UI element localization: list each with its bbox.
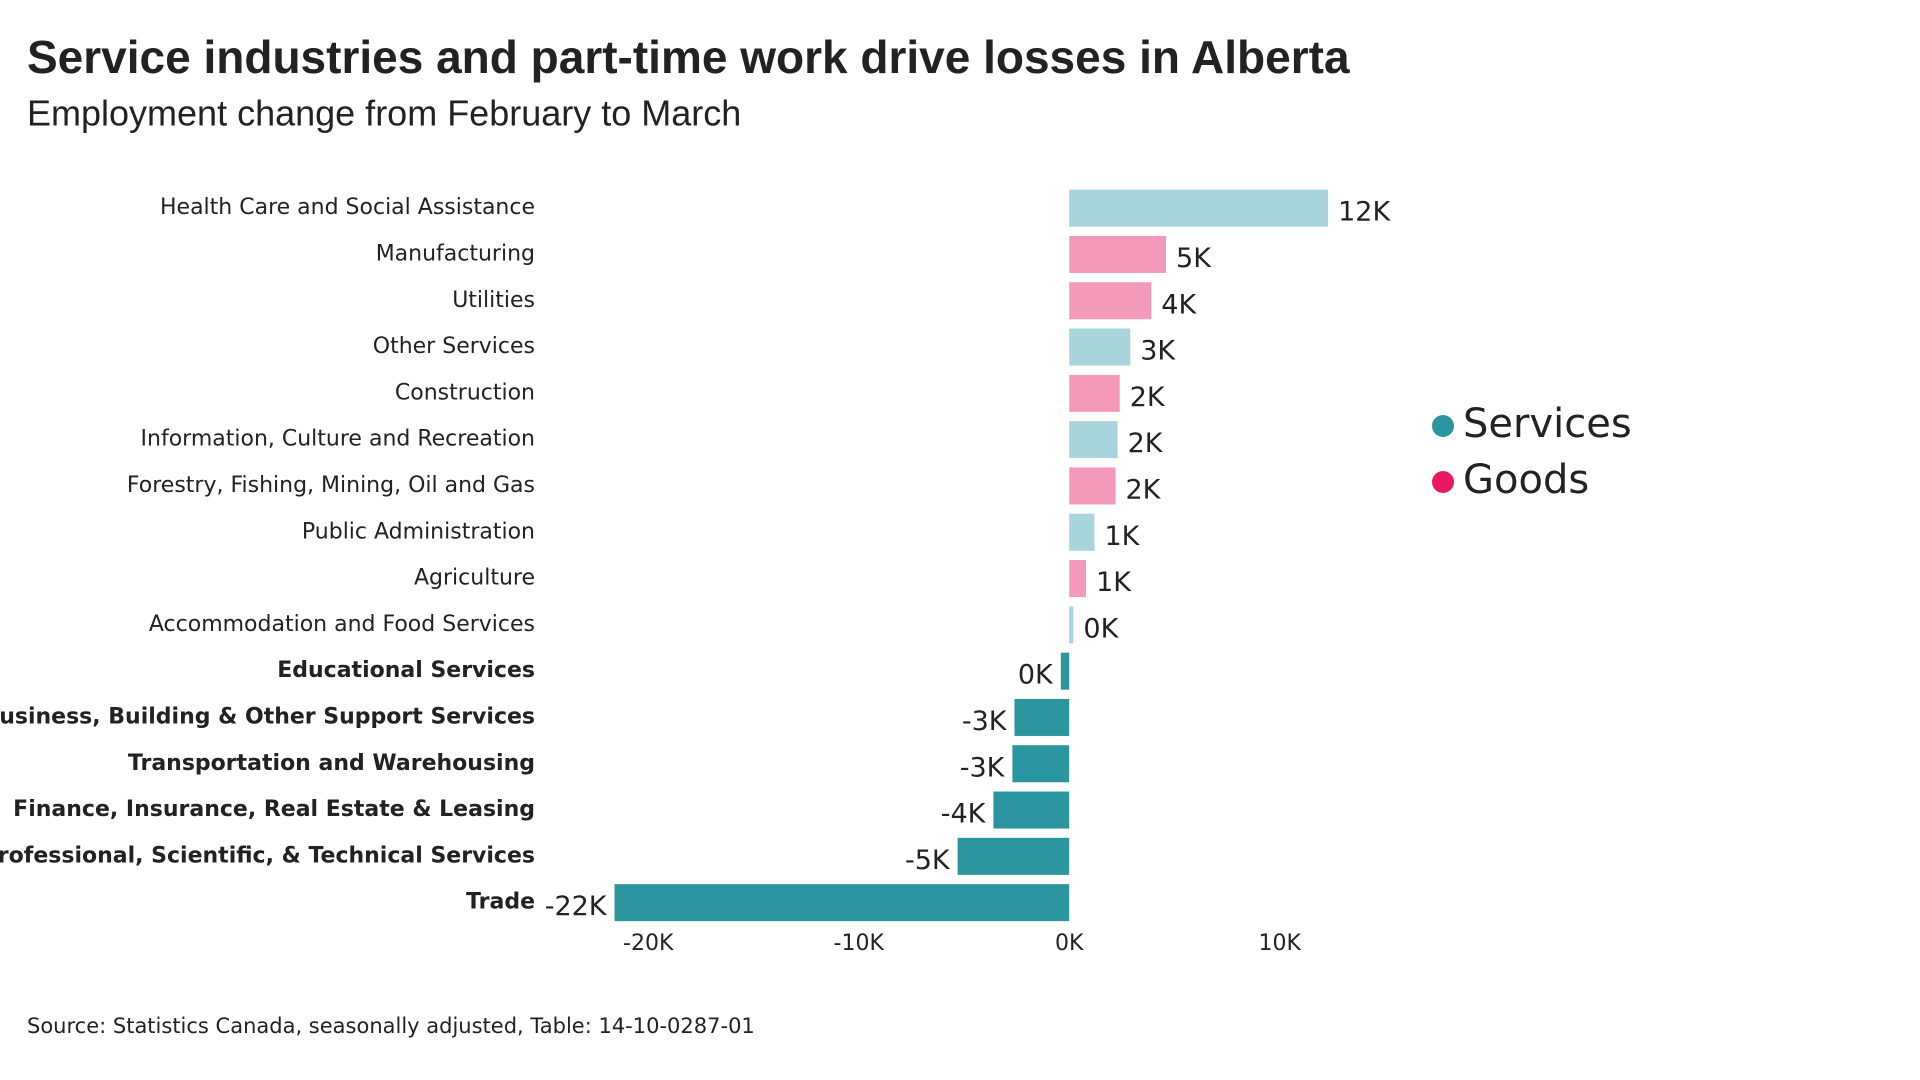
x-tick-label: -10K — [834, 931, 885, 956]
value-label: -3K — [960, 752, 1006, 783]
y-tick-label: Public Administration — [302, 519, 535, 544]
value-label: 0K — [1018, 660, 1054, 691]
bar — [1069, 513, 1095, 551]
value-label: 4K — [1161, 289, 1197, 320]
value-label: -3K — [962, 706, 1008, 737]
y-tick-label: Professional, Scientific, & Technical Se… — [0, 843, 535, 868]
source-note: Source: Statistics Canada, seasonally ad… — [27, 1014, 755, 1038]
y-tick-label: Finance, Insurance, Real Estate & Leasin… — [13, 797, 535, 822]
value-label: 5K — [1176, 243, 1212, 274]
y-tick-label: Educational Services — [277, 658, 535, 683]
x-tick-label: 10K — [1258, 931, 1301, 956]
value-label: 12K — [1338, 197, 1391, 228]
bar — [1069, 421, 1118, 459]
y-tick-label: Forestry, Fishing, Mining, Oil and Gas — [127, 473, 535, 498]
value-label: -4K — [941, 799, 987, 830]
chart-subtitle: Employment change from February to March — [27, 93, 741, 134]
bar — [1069, 606, 1074, 644]
value-label: -5K — [905, 845, 951, 876]
value-label: 2K — [1126, 474, 1162, 505]
bar — [1069, 235, 1167, 273]
legend-marker — [1432, 471, 1454, 493]
value-label: 2K — [1130, 382, 1166, 413]
value-label: 0K — [1083, 613, 1119, 644]
bar — [993, 791, 1070, 829]
bar — [1069, 189, 1329, 227]
x-tick-label: 0K — [1055, 931, 1084, 956]
y-tick-label: Business, Building & Other Support Servi… — [0, 704, 535, 729]
y-tick-label: Agriculture — [414, 566, 535, 591]
x-tick-label: -20K — [623, 931, 674, 956]
y-tick-label: Trade — [466, 890, 535, 915]
bar — [1014, 698, 1070, 736]
bar — [1069, 467, 1116, 505]
bar — [1069, 374, 1120, 412]
bar — [614, 884, 1070, 922]
legend-marker — [1432, 415, 1454, 437]
y-tick-label: Manufacturing — [376, 241, 535, 266]
y-tick-label: Transportation and Warehousing — [128, 751, 535, 776]
value-label: 2K — [1128, 428, 1164, 459]
y-tick-label: Utilities — [452, 288, 535, 313]
value-label: 1K — [1096, 567, 1132, 598]
bar — [1069, 282, 1152, 320]
value-label: 1K — [1104, 521, 1140, 552]
y-tick-label: Information, Culture and Recreation — [141, 427, 535, 452]
bar — [957, 837, 1070, 875]
bar — [1069, 560, 1087, 598]
legend-label: Services — [1463, 401, 1632, 447]
value-label: 3K — [1140, 336, 1176, 367]
bar — [1012, 745, 1070, 783]
chart-title: Service industries and part-time work dr… — [27, 31, 1350, 83]
y-tick-label: Accommodation and Food Services — [149, 612, 535, 637]
bar — [1060, 652, 1070, 690]
value-label: -22K — [545, 891, 608, 922]
y-tick-label: Construction — [395, 380, 535, 405]
y-tick-label: Health Care and Social Assistance — [160, 195, 535, 220]
bar — [1069, 328, 1131, 366]
y-tick-label: Other Services — [373, 334, 535, 359]
legend-label: Goods — [1463, 457, 1589, 503]
